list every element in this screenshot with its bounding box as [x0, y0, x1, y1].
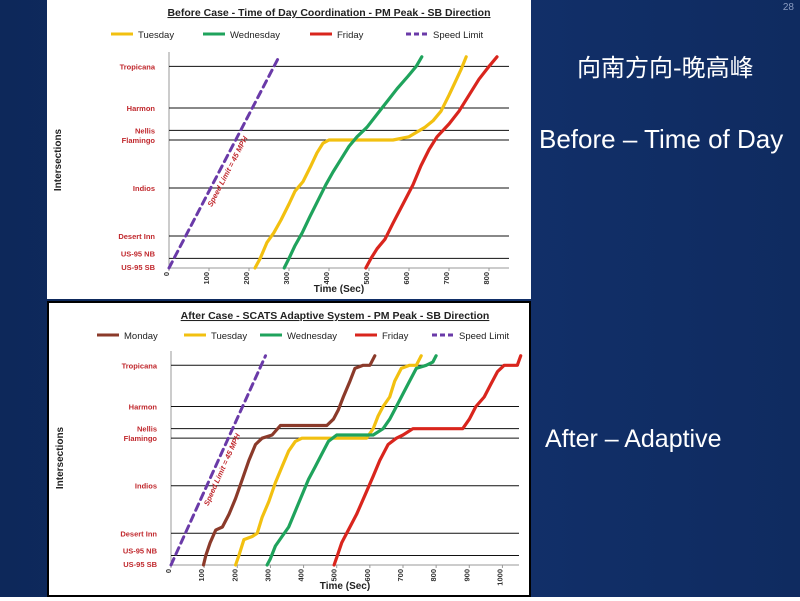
intersection-label: US-95 NB: [123, 546, 158, 555]
series-line-tuesday: [234, 354, 423, 567]
intersection-label: Desert Inn: [120, 529, 157, 538]
intersection-label: Flamingo: [122, 136, 156, 145]
x-axis-title: Time (Sec): [314, 284, 364, 295]
intersection-label: Flamingo: [124, 434, 158, 443]
intersection-label: Nellis: [135, 126, 155, 135]
direction-title: 向南方向-晚高峰: [577, 54, 754, 82]
x-axis-title: Time (Sec): [320, 581, 370, 592]
series-line-speed-limit: [169, 354, 267, 567]
intersection-label: Tropicana: [122, 361, 158, 370]
legend-label: Speed Limit: [459, 331, 510, 342]
legend-label: Wednesday: [230, 30, 280, 41]
intersection-label: US-95 SB: [121, 263, 155, 272]
before-chart-panel: Before Case - Time of Day Coordination -…: [47, 0, 531, 299]
x-tick-label: 200: [230, 569, 239, 582]
x-tick-label: 300: [282, 272, 291, 285]
x-tick-label: 100: [202, 272, 211, 285]
intersection-label: Indios: [135, 482, 157, 491]
intersection-label: Harmon: [129, 402, 158, 411]
legend-label: Speed Limit: [433, 30, 484, 41]
legend-label: Wednesday: [287, 331, 337, 342]
x-tick-label: 800: [429, 569, 438, 582]
x-tick-label: 900: [462, 569, 471, 582]
before-chart: Before Case - Time of Day Coordination -…: [53, 7, 509, 295]
series-line-wednesday: [282, 55, 424, 270]
x-tick-label: 0: [164, 569, 173, 573]
speed-limit-annotation: Speed Limit = 45 MPH: [206, 134, 250, 208]
x-tick-label: 0: [162, 272, 171, 276]
legend-label: Tuesday: [138, 30, 174, 41]
after-label: After – Adaptive: [545, 425, 722, 453]
x-tick-label: 700: [442, 272, 451, 285]
chart-title: Before Case - Time of Day Coordination -…: [167, 7, 490, 19]
x-tick-label: 1000: [495, 569, 504, 586]
series-line-speed-limit: [167, 55, 281, 270]
series-line-wednesday: [265, 354, 438, 567]
after-chart-panel: After Case - SCATS Adaptive System - PM …: [47, 301, 531, 597]
after-chart: After Case - SCATS Adaptive System - PM …: [55, 310, 523, 592]
intersection-label: Tropicana: [120, 62, 156, 71]
legend-label: Friday: [337, 30, 364, 41]
x-tick-label: 200: [242, 272, 251, 285]
x-tick-label: 800: [482, 272, 491, 285]
legend-label: Monday: [124, 331, 158, 342]
legend-label: Tuesday: [211, 331, 247, 342]
x-tick-label: 300: [263, 569, 272, 582]
x-tick-label: 600: [363, 569, 372, 582]
y-axis-title: Intersections: [53, 128, 64, 191]
x-tick-label: 500: [330, 569, 339, 582]
intersection-label: Desert Inn: [118, 232, 155, 241]
intersection-label: US-95 NB: [121, 249, 156, 258]
x-tick-label: 400: [322, 272, 331, 285]
x-tick-label: 500: [362, 272, 371, 285]
intersection-label: US-95 SB: [123, 560, 157, 569]
bottom-strip: [0, 597, 800, 601]
before-label: Before – Time of Day: [539, 124, 784, 154]
x-tick-label: 100: [197, 569, 206, 582]
intersection-label: Indios: [133, 184, 155, 193]
intersection-label: Harmon: [127, 104, 156, 113]
series-line-monday: [201, 354, 377, 567]
x-tick-label: 700: [396, 569, 405, 582]
chart-title: After Case - SCATS Adaptive System - PM …: [181, 310, 490, 322]
x-tick-label: 400: [297, 569, 306, 582]
series-line-tuesday: [253, 55, 468, 270]
legend-label: Friday: [382, 331, 409, 342]
series-line-friday: [332, 354, 523, 567]
x-tick-label: 600: [402, 272, 411, 285]
page-number: 28: [782, 2, 794, 13]
intersection-label: Nellis: [137, 425, 157, 434]
series-line-friday: [364, 55, 499, 270]
y-axis-title: Intersections: [55, 426, 66, 489]
